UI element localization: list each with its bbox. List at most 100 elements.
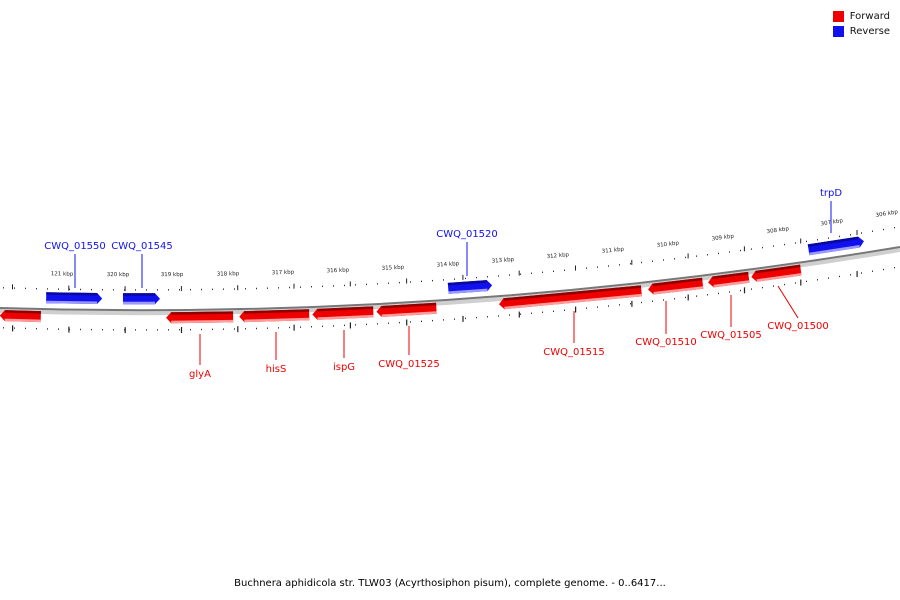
outer-tick-dot [619, 264, 620, 266]
inner-tick-dot [608, 305, 609, 307]
outer-tick-dot [729, 251, 730, 253]
gene-label[interactable]: CWQ_01515 [543, 347, 605, 358]
outer-tick-dot [245, 288, 246, 290]
outer-major-tick [856, 230, 858, 236]
outer-tick-dot [718, 252, 719, 255]
gene-label[interactable]: CWQ_01510 [635, 337, 697, 348]
outer-major-tick [406, 278, 408, 284]
outer-tick-dot [641, 261, 642, 264]
inner-tick-dot [410, 321, 411, 323]
tick-label: 121 kbp [51, 271, 74, 277]
gene-label[interactable]: CWQ_01525 [378, 359, 440, 370]
gene-label[interactable]: CWQ_01520 [436, 229, 498, 240]
gene-forward[interactable] [499, 285, 642, 310]
gene-arrow-shade [244, 317, 310, 323]
inner-tick-dot [663, 299, 664, 301]
gene-arrow-edge [123, 293, 155, 296]
genome-backbone [0, 246, 900, 312]
outer-tick-dot [586, 267, 587, 269]
inner-major-tick [349, 322, 351, 329]
inner-tick-dot [751, 288, 752, 290]
tick-label: 311 kbp [601, 247, 624, 255]
gene-arrow-edge [317, 306, 374, 312]
gene-forward[interactable] [707, 271, 750, 288]
gene-forward[interactable] [312, 306, 374, 320]
inner-tick-dot [245, 328, 246, 330]
gene-reverse[interactable] [46, 292, 103, 305]
gene-arrow-shade [123, 301, 155, 305]
inner-tick-dot [553, 310, 554, 313]
outer-tick-dot [278, 287, 279, 289]
outer-tick-dot [894, 226, 895, 229]
gene-label[interactable]: CWQ_01505 [700, 330, 762, 341]
inner-major-tick [237, 326, 239, 333]
outer-tick-dot [564, 269, 565, 271]
tick-label-text: 316 kbp [327, 267, 350, 274]
inner-major-tick [293, 324, 295, 331]
legend-item-reverse: Reverse [832, 24, 890, 39]
outer-major-tick [575, 265, 576, 271]
tick-label-text: 310 kbp [656, 240, 679, 249]
gene-arrow [751, 264, 802, 282]
gene-forward[interactable] [376, 302, 437, 317]
gene-reverse[interactable] [447, 280, 493, 294]
gene-reverse[interactable] [123, 293, 160, 305]
outer-tick-dot [520, 273, 521, 275]
inner-tick-dot [817, 279, 818, 281]
outer-tick-dot [399, 281, 400, 284]
inner-tick-dot [366, 323, 367, 326]
inner-tick-dot [806, 280, 807, 283]
gene-arrow [648, 277, 704, 295]
outer-tick-dot [124, 289, 125, 291]
tick-ring-inner [3, 266, 895, 334]
outer-tick-dot [311, 286, 312, 288]
gene-label[interactable]: hisS [266, 364, 287, 375]
outer-tick-dot [212, 288, 213, 291]
tick-label: 306 kbp [875, 209, 899, 219]
outer-tick-dot [498, 275, 499, 277]
outer-tick-dot [355, 284, 356, 286]
inner-tick-dot [674, 298, 675, 300]
gene-label[interactable]: CWQ_01550 [44, 241, 106, 252]
gene-forward[interactable] [647, 277, 704, 295]
inner-major-tick [462, 315, 464, 322]
inner-tick-dot [454, 318, 455, 320]
inner-tick-dot [157, 329, 158, 331]
inner-tick-dot [80, 328, 81, 331]
inner-tick-dot [696, 295, 697, 297]
inner-tick-dot [685, 296, 686, 299]
tick-label-text: 307 kbp [820, 218, 844, 227]
outer-tick-dot [300, 286, 301, 288]
outer-major-tick [743, 246, 745, 252]
outer-tick-dot [344, 284, 345, 287]
gene-arrow-shade [713, 280, 750, 288]
gene-label[interactable]: CWQ_01545 [111, 241, 173, 252]
gene-label[interactable]: trpD [820, 188, 842, 199]
gene-arrow-shade [809, 245, 860, 256]
outer-tick-dot [421, 280, 422, 283]
inner-tick-dot [641, 301, 642, 304]
tick-label-text: 314 kbp [437, 261, 460, 269]
outer-tick-dot [751, 248, 752, 250]
outer-tick-dot [685, 256, 686, 259]
gene-arrow [807, 236, 864, 256]
inner-tick-dot [278, 327, 279, 329]
inner-tick-dot [718, 292, 719, 295]
gene-forward[interactable] [0, 310, 41, 323]
inner-tick-dot [421, 320, 422, 323]
inner-tick-dot [102, 329, 103, 331]
inner-tick-dot [784, 283, 785, 286]
gene-forward[interactable] [166, 311, 234, 324]
gene-label[interactable]: CWQ_01500 [767, 321, 829, 332]
gene-forward[interactable] [751, 264, 802, 283]
gene-reverse[interactable] [807, 236, 865, 256]
inner-tick-dot [58, 328, 59, 330]
gene-label[interactable]: ispG [333, 362, 355, 373]
tick-label-text: 317 kbp [272, 270, 295, 277]
gene-forward[interactable] [239, 309, 310, 323]
outer-tick-dot [674, 258, 675, 260]
outer-tick-dot [80, 288, 81, 291]
inner-tick-dot [300, 326, 301, 328]
gene-label[interactable]: glyA [189, 369, 211, 380]
